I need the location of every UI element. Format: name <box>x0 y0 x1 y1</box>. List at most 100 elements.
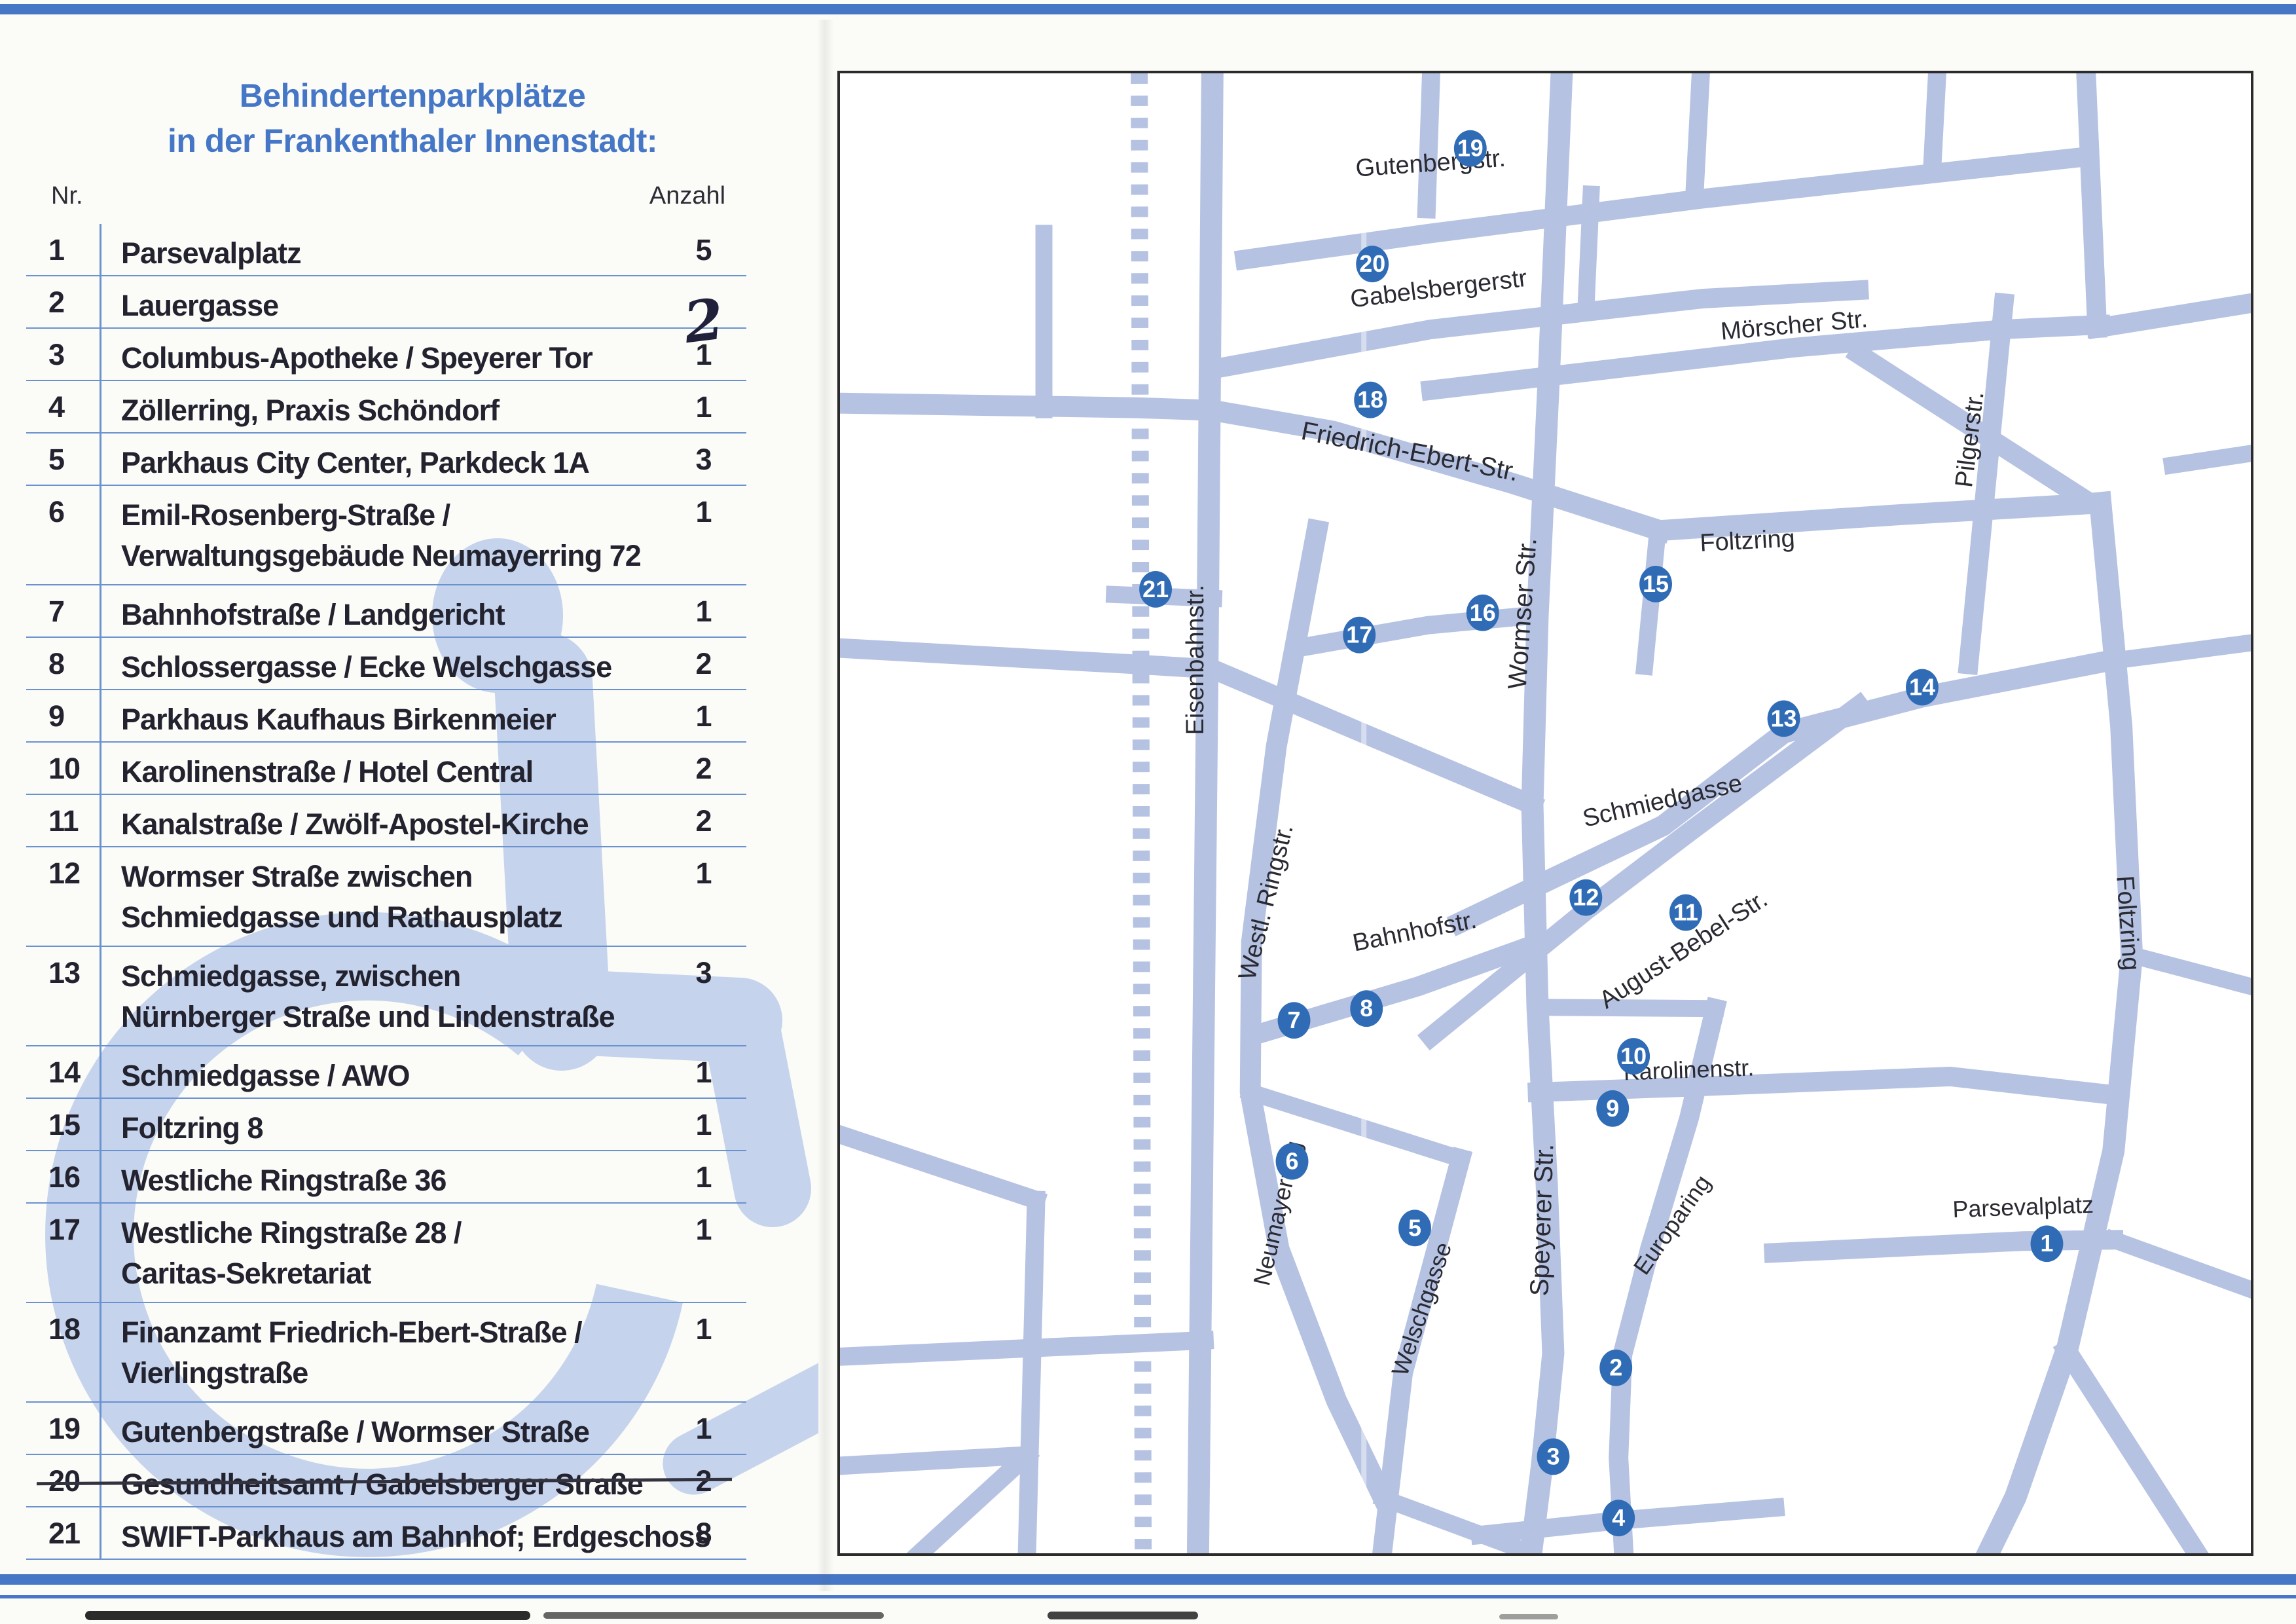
map-marker-10: 10 <box>1617 1038 1650 1075</box>
street-37 <box>1017 1190 1046 1563</box>
row-location-name: Bahnhofstraße / Landgericht <box>121 598 505 631</box>
marker-number: 20 <box>1359 251 1385 277</box>
table-row-4: 4 Zöllerring, Praxis Schöndorf 1 <box>26 381 746 434</box>
row-location-name: Schlossergasse / Ecke Welschgasse <box>121 650 612 684</box>
street-27 <box>1252 931 1550 1044</box>
row-count: 1 <box>695 1108 712 1141</box>
page-title-line1: Behindertenparkplätze <box>239 77 586 114</box>
row-number: 3 <box>48 338 65 371</box>
table-row-3: 3 Columbus-Apotheke / Speyerer Tor 1 <box>26 329 746 381</box>
row-number: 4 <box>48 390 65 424</box>
street-label-eisenbahnstr-: Eisenbahnstr. <box>1182 585 1209 735</box>
row-number: 16 <box>48 1160 81 1194</box>
row-number: 5 <box>48 443 65 476</box>
street-3 <box>1958 292 2014 675</box>
map-marker-2: 2 <box>1599 1349 1633 1386</box>
row-location-name: Gutenbergstraße / Wormser Straße <box>121 1415 590 1449</box>
row-count: 1 <box>695 1312 712 1346</box>
row-number: 11 <box>48 804 79 838</box>
table-row-6: 6 Emil-Rosenberg-Straße / Verwaltungsgebäu… <box>26 486 746 585</box>
map-marker-6: 6 <box>1275 1143 1309 1180</box>
row-count: 1 <box>695 390 712 424</box>
railway-line <box>1131 73 1152 1554</box>
marker-number: 17 <box>1346 622 1372 648</box>
scan-artifact <box>1499 1614 1558 1619</box>
marker-number: 16 <box>1470 600 1496 626</box>
marker-number: 5 <box>1408 1215 1421 1241</box>
map-marker-7: 7 <box>1277 1002 1311 1039</box>
row-location-name: Gesundheitsamt / Gabelsberger Straße <box>121 1467 644 1501</box>
row-count: 5 <box>695 233 712 267</box>
wheelchair-watermark-icon <box>45 538 818 1557</box>
street-39 <box>830 1445 1037 1476</box>
column-header-nr: Nr. <box>51 182 83 210</box>
row-location-name: Lauergasse <box>121 289 279 322</box>
map-marker-14: 14 <box>1906 669 1939 706</box>
row-number: 15 <box>48 1108 81 1141</box>
street-0 <box>1186 62 1224 1565</box>
table-row-12: 12 Wormser Straße zwischen Schmiedgasse un… <box>26 847 746 947</box>
marker-circle <box>1569 879 1603 916</box>
row-count: 3 <box>695 443 712 476</box>
row-number: 20 <box>48 1464 81 1498</box>
map-marker-3: 3 <box>1537 1438 1570 1475</box>
row-count: 1 <box>695 1160 712 1194</box>
map-marker-15: 15 <box>1639 566 1672 602</box>
table-row-13: 13 Schmiedgasse, zwischen Nürnberger Straß… <box>26 947 746 1046</box>
street-9 <box>1204 280 1869 380</box>
marker-number: 11 <box>1673 900 1698 926</box>
row-count: 3 <box>695 956 712 989</box>
street-26 <box>1417 692 1873 1051</box>
table-row-15: 15 Foltzring 8 1 <box>26 1099 746 1151</box>
bottom-border-bar <box>0 1574 2296 1585</box>
row-count: 1 <box>695 1056 712 1089</box>
map-marker-19: 19 <box>1453 130 1487 167</box>
row-count: 1 <box>695 1213 712 1246</box>
street-10 <box>1420 314 2111 401</box>
marker-circle <box>1343 616 1376 654</box>
street-4 <box>1417 64 1441 219</box>
marker-circle <box>1398 1209 1431 1247</box>
row-location-name: Zöllerring, Praxis Schöndorf <box>121 394 500 427</box>
row-count: 2 <box>695 804 712 838</box>
street-21 <box>829 637 1546 818</box>
marker-number: 12 <box>1573 885 1599 911</box>
street-label-friedrich-ebert-str-: Friedrich-Ebert-Str. <box>1299 416 1521 487</box>
table-row-11: 11 Kanalstraße / Zwölf-Apostel-Kirche 2 <box>26 795 746 847</box>
street-16 <box>2052 1337 2211 1567</box>
marker-circle <box>1354 381 1387 418</box>
column-header-anzahl: Anzahl <box>649 182 726 210</box>
map-marker-18: 18 <box>1354 381 1387 418</box>
row-location-name: Foltzring 8 <box>121 1111 263 1145</box>
street-14 <box>2162 443 2261 475</box>
street-2 <box>1973 490 2143 1568</box>
marker-number: 6 <box>1286 1149 1299 1175</box>
page-title: Behindertenparkplätze in der Frankenthal… <box>39 73 786 164</box>
map-marker-1: 1 <box>2030 1225 2064 1263</box>
marker-circle <box>1275 1143 1309 1180</box>
scan-artifact <box>1048 1612 1198 1619</box>
row-count: 2 <box>695 752 712 785</box>
marker-circle <box>1599 1349 1633 1386</box>
marker-circle <box>1277 1002 1311 1039</box>
street-12 <box>2086 291 2262 340</box>
bottom-border-line <box>0 1595 2296 1598</box>
map-marker-4: 4 <box>1602 1500 1635 1537</box>
table-row-10: 10 Karolinenstraße / Hotel Central 2 <box>26 743 746 795</box>
row-number: 1 <box>48 233 65 267</box>
row-number: 8 <box>48 647 65 680</box>
row-count: 1 <box>695 699 712 733</box>
page-title-line2: in der Frankenthaler Innenstadt: <box>167 122 658 159</box>
marker-circle <box>1139 570 1173 608</box>
street-11 <box>2075 63 2107 339</box>
row-location-name: Parkhaus Kaufhaus Birkenmeier <box>121 703 556 736</box>
table-row-19: 19 Gutenbergstraße / Wormser Straße 1 <box>26 1403 746 1455</box>
street-25 <box>2090 633 2261 673</box>
street-17 <box>829 392 1673 544</box>
row-number: 6 <box>48 495 65 528</box>
scan-artifact <box>543 1612 884 1619</box>
row-location-name: Schmiedgasse / AWO <box>121 1059 410 1092</box>
street-42 <box>1372 1487 1542 1564</box>
row-location-name: Parsevalplatz <box>121 236 302 270</box>
map-marker-12: 12 <box>1569 879 1603 916</box>
